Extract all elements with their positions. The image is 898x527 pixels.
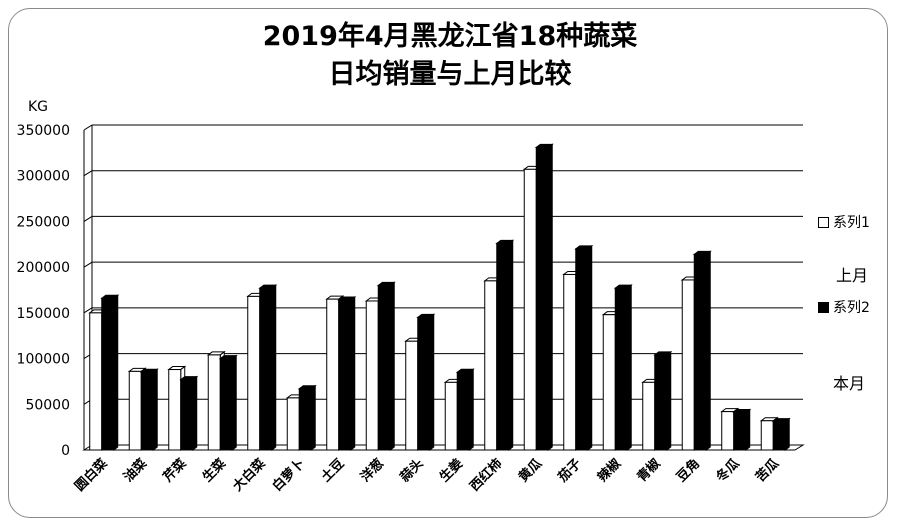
bar-side — [192, 375, 198, 451]
bar-series2 — [456, 371, 470, 451]
bar-side — [468, 368, 474, 451]
x-tick-label: 辣椒 — [594, 456, 624, 486]
chart-title: 2019年4月黑龙江省18种蔬菜 — [262, 21, 638, 52]
bar-series2 — [575, 248, 589, 451]
x-tick-label: 冬瓜 — [713, 456, 743, 486]
x-tick-label: 大白菜 — [230, 456, 269, 495]
bar-series2 — [219, 358, 233, 451]
chart-frame — [8, 8, 888, 518]
bar-series1 — [286, 397, 300, 451]
bar-series2 — [614, 287, 628, 451]
bar-side — [626, 284, 632, 451]
x-tick-label: 蒜头 — [397, 456, 427, 486]
bar-series1 — [602, 314, 616, 451]
bar-series2 — [338, 299, 352, 451]
x-tick-label: 苦瓜 — [752, 456, 782, 486]
bar-series1 — [247, 295, 261, 451]
bar-series2 — [417, 316, 431, 451]
bar-series2 — [259, 287, 273, 451]
bar-side — [745, 408, 751, 451]
bar-side — [666, 350, 672, 451]
chart-subtitle: 日均销量与上月比较 — [328, 59, 572, 90]
y-tick-label: 200000 — [17, 260, 70, 276]
bar-side — [429, 313, 435, 451]
y-tick-label: 0 — [61, 443, 70, 459]
bar-series2 — [733, 412, 747, 451]
bar-side — [547, 143, 553, 451]
legend-label-series1: 系列1 — [833, 215, 870, 231]
bar-side — [310, 384, 316, 451]
bar-side — [587, 244, 593, 451]
annotation-last-month: 上月 — [836, 266, 869, 285]
bar-series2 — [535, 146, 549, 451]
legend-item-series2: 系列2 — [818, 297, 870, 317]
bar-side — [389, 281, 395, 451]
legend-item-series1: 系列1 — [818, 212, 870, 232]
gridline-depth — [83, 216, 93, 222]
y-tick-label: 100000 — [17, 352, 70, 368]
legend-label-series2: 系列2 — [833, 300, 870, 316]
annotation-this-month: 本月 — [833, 374, 866, 393]
bar-series1 — [326, 298, 340, 451]
bar-series1 — [721, 411, 735, 451]
bar-series2 — [140, 371, 154, 451]
gridline-depth — [83, 307, 93, 314]
y-tick-label: 50000 — [25, 397, 70, 413]
x-tick-label: 黄瓜 — [515, 456, 545, 486]
bar-series1 — [681, 279, 695, 451]
y-tick-label: 150000 — [17, 306, 70, 322]
bar-series1 — [484, 280, 498, 451]
gridline-depth — [83, 124, 93, 131]
y-axis-unit-label: KG — [28, 99, 49, 115]
x-tick-label: 生菜 — [199, 456, 229, 486]
bar-side — [705, 250, 711, 451]
y-tick-label: 300000 — [17, 169, 70, 185]
legend-swatch-series2 — [818, 301, 829, 313]
bar-series2 — [772, 421, 786, 451]
bar-series1 — [168, 369, 182, 451]
x-tick-label: 白萝卜 — [269, 456, 308, 495]
x-tick-label: 油菜 — [120, 456, 150, 486]
bar-side — [152, 368, 158, 451]
bar-side — [784, 417, 790, 451]
legend-swatch-series1 — [818, 216, 829, 228]
bar-series2 — [693, 253, 707, 451]
x-tick-label: 生姜 — [436, 456, 466, 486]
x-tick-label: 西红柿 — [467, 456, 506, 495]
x-tick-label: 洋葱 — [357, 456, 387, 486]
bar-side — [113, 294, 119, 451]
x-tick-label: 圆白菜 — [72, 456, 111, 495]
x-tick-label: 土豆 — [318, 456, 348, 486]
bar-series1 — [760, 420, 774, 451]
bar-series1 — [207, 354, 221, 451]
bar-series1 — [128, 370, 142, 451]
bar-side — [271, 284, 277, 451]
y-tick-label: 350000 — [17, 123, 70, 139]
bar-series2 — [180, 379, 194, 451]
gridline-depth — [83, 170, 93, 177]
bar-side — [350, 296, 356, 451]
bar-series2 — [496, 242, 510, 451]
x-tick-label: 豆角 — [673, 456, 703, 486]
bar-series1 — [365, 300, 379, 451]
y-tick-label: 250000 — [17, 214, 70, 230]
bar-side — [231, 354, 237, 451]
bar-series2 — [298, 388, 312, 451]
bar-series2 — [377, 284, 391, 451]
bar-series1 — [523, 168, 537, 451]
x-tick-label: 芹菜 — [160, 456, 190, 486]
bar-series1 — [444, 381, 458, 451]
bar-series2 — [654, 354, 668, 451]
bar-series1 — [405, 340, 419, 451]
bar-series1 — [642, 381, 656, 451]
bar-series1 — [563, 273, 577, 451]
bar-series1 — [89, 312, 103, 451]
x-tick-label: 青椒 — [634, 456, 664, 486]
x-tick-label: 茄子 — [554, 456, 584, 486]
bar-side — [508, 239, 514, 451]
gridline-depth — [83, 261, 93, 268]
bar-series2 — [101, 297, 115, 451]
